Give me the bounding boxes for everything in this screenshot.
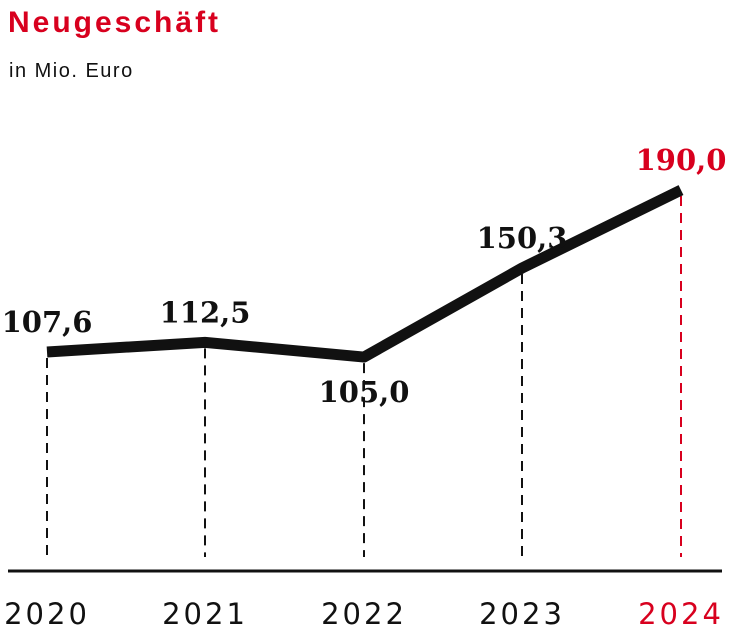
x-tick-labels: 2020 2021 2022 2023 2024 (4, 597, 724, 631)
value-label-2022: 105,0 (319, 375, 410, 409)
value-labels: 107,6 112,5 105,0 150,3 190,0 (2, 143, 727, 409)
chart-subtitle: in Mio. Euro (9, 60, 134, 82)
series-line (46, 185, 684, 363)
value-label-2023: 150,3 (477, 221, 568, 255)
value-label-2021: 112,5 (160, 295, 251, 329)
x-tick-label-2022: 2022 (321, 597, 407, 631)
drop-lines (46, 196, 682, 557)
x-tick-label-2021: 2021 (162, 597, 248, 631)
chart-title: Neugeschäft (8, 6, 222, 39)
value-label-2024: 190,0 (636, 143, 727, 177)
x-tick-label-2023: 2023 (479, 597, 565, 631)
x-tick-label-2024: 2024 (638, 597, 724, 631)
x-tick-label-2020: 2020 (4, 597, 90, 631)
value-label-2020: 107,6 (2, 305, 93, 339)
